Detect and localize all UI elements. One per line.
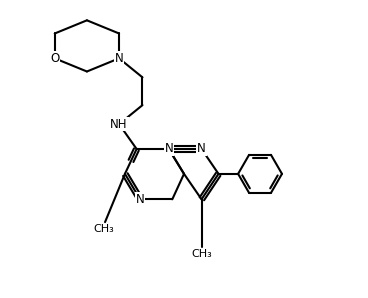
Text: CH₃: CH₃ (191, 249, 212, 259)
Text: CH₃: CH₃ (93, 224, 114, 235)
Text: N: N (164, 142, 173, 156)
Text: NH: NH (110, 118, 128, 131)
Text: O: O (50, 52, 59, 65)
Text: N: N (197, 142, 206, 156)
Text: N: N (115, 52, 123, 65)
Text: N: N (136, 193, 145, 206)
